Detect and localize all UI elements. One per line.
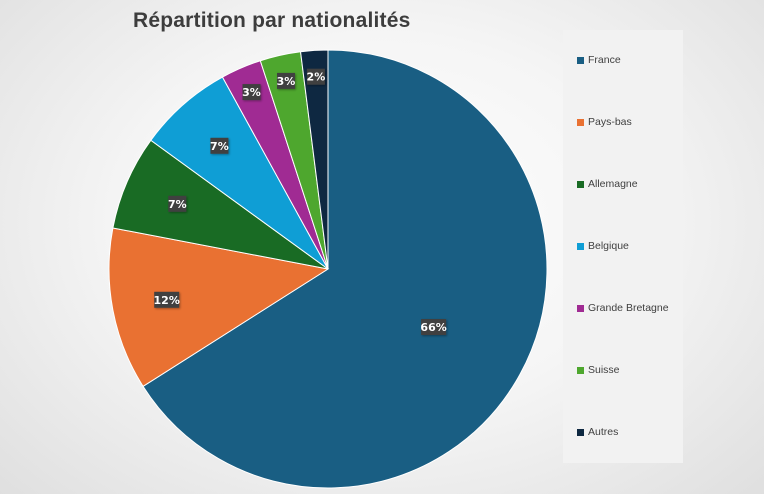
legend-item-autres: Autres — [577, 426, 618, 438]
legend-label: Allemagne — [588, 178, 638, 190]
legend-swatch — [577, 180, 584, 188]
legend-swatch — [577, 428, 584, 436]
legend-label: Suisse — [588, 364, 620, 376]
data-label-box — [242, 84, 261, 101]
legend-item-pays-bas: Pays-bas — [577, 116, 632, 128]
legend-item-suisse: Suisse — [577, 364, 620, 376]
data-label-box — [210, 137, 229, 154]
data-label-text: 7% — [168, 198, 187, 211]
legend-label: Grande Bretagne — [588, 302, 669, 314]
legend-item-allemagne: Allemagne — [577, 178, 638, 190]
data-label-box — [421, 319, 447, 335]
data-label-box — [306, 68, 325, 85]
legend-item-belgique: Belgique — [577, 240, 629, 252]
pie-slice-autres — [299, 49, 329, 270]
legend-swatch — [577, 118, 584, 126]
data-label-box — [168, 195, 187, 212]
legend-swatch — [577, 242, 584, 250]
data-label-box — [154, 291, 180, 308]
data-label-allemagne: 7% — [168, 195, 187, 212]
pie-data-labels: 66% 12% 7% 7% 3% 3% 2% — [154, 68, 447, 335]
data-label-france: 66% — [420, 319, 447, 335]
legend-label: France — [588, 54, 621, 66]
legend-item-grande-bretagne: Grande Bretagne — [577, 302, 669, 314]
chart-title: Répartition par nationalités — [133, 9, 411, 32]
data-label-text: 2% — [307, 71, 326, 84]
data-label-text: 7% — [210, 140, 229, 153]
legend-swatch — [577, 366, 584, 374]
legend-label: Belgique — [588, 240, 629, 252]
pie-slices — [108, 49, 548, 489]
legend-label: Pays-bas — [588, 116, 632, 128]
legend: France Pays-bas Allemagne Belgique Grande Br… — [563, 30, 683, 463]
legend-item-france: France — [577, 54, 621, 66]
data-label-text: 12% — [154, 294, 180, 307]
data-label-autres: 2% — [306, 68, 326, 85]
legend-label: Autres — [588, 426, 619, 438]
pie-slice-pays-bas — [108, 227, 330, 388]
data-label-text: 66% — [420, 321, 446, 334]
pie-slice-france — [142, 49, 548, 489]
data-label-grande-bretagne: 3% — [242, 84, 261, 101]
data-label-suisse: 3% — [277, 72, 296, 89]
legend-swatch — [577, 56, 584, 64]
legend-swatch — [577, 304, 584, 312]
data-label-pays-bas: 12% — [154, 291, 180, 308]
data-label-text: 3% — [242, 86, 261, 99]
data-label-belgique: 7% — [210, 137, 229, 154]
data-label-text: 3% — [277, 75, 296, 88]
data-label-box — [277, 72, 295, 89]
